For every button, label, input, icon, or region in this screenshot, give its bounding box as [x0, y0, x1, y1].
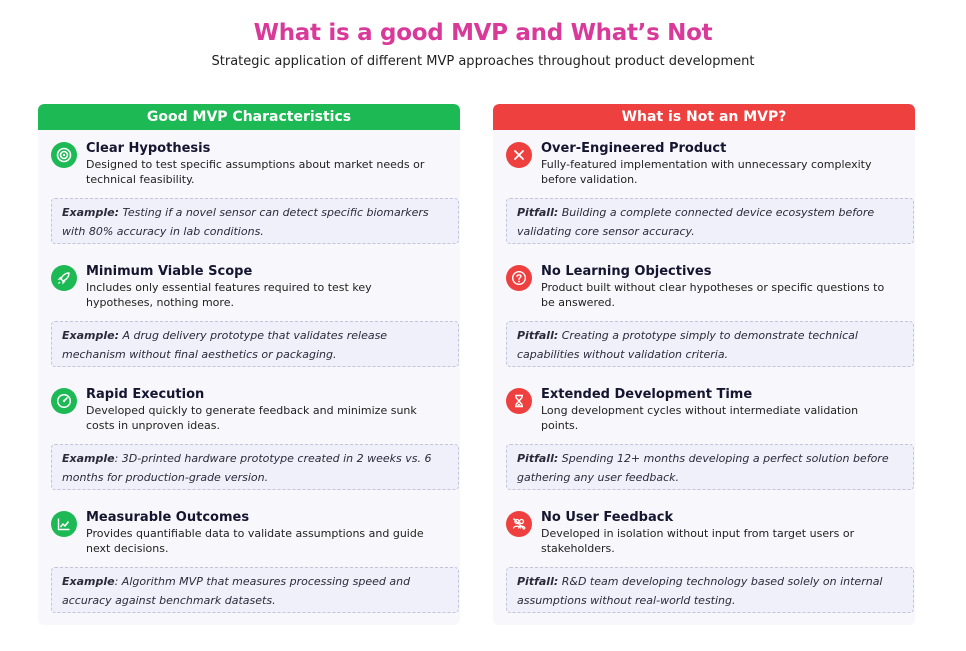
example-text: : Algorithm MVP that measures processing… — [62, 575, 411, 607]
item-description: Long development cycles without intermed… — [541, 404, 859, 432]
question-icon — [506, 265, 532, 291]
pitfall-label: Pitfall: — [517, 575, 559, 588]
example-text: : 3D-printed hardware prototype created … — [62, 452, 432, 484]
item-description: Fully-featured implementation with unnec… — [541, 158, 872, 186]
example-text: A drug delivery prototype that validates… — [62, 329, 388, 361]
item-title: Clear Hypothesis — [86, 141, 211, 156]
pitfall-box: Pitfall: R&D team developing technology … — [506, 567, 914, 613]
no-users-icon — [506, 511, 532, 537]
page-title: What is a good MVP and What’s Not — [253, 20, 713, 46]
bad-item-over-engineered: Over-Engineered Product Fully-featured i… — [493, 140, 915, 260]
pitfall-label: Pitfall: — [517, 206, 559, 219]
pitfall-box: Pitfall: Spending 12+ months developing … — [506, 444, 914, 490]
example-label: Example: — [62, 329, 119, 342]
pitfall-text: R&D team developing technology based sol… — [517, 575, 883, 607]
pitfall-label: Pitfall: — [517, 329, 559, 342]
example-box: Example: A drug delivery prototype that … — [51, 321, 459, 367]
pitfall-box: Pitfall: Creating a prototype simply to … — [506, 321, 914, 367]
good-mvp-header: Good MVP Characteristics — [38, 104, 460, 130]
good-mvp-panel: Good MVP Characteristics Clear Hypothesi… — [38, 104, 460, 625]
example-label: Example: — [62, 206, 119, 219]
example-box: Example: 3D-printed hardware prototype c… — [51, 444, 459, 490]
x-icon — [506, 142, 532, 168]
item-description: Designed to test specific assumptions ab… — [86, 158, 425, 186]
item-title: Rapid Execution — [86, 387, 205, 402]
item-title: Measurable Outcomes — [86, 510, 250, 525]
example-label: Example — [62, 452, 115, 465]
item-description: Developed in isolation without input fro… — [541, 527, 855, 555]
bad-item-no-learning-objectives: No Learning Objectives Product built wit… — [493, 263, 915, 383]
item-title: Extended Development Time — [541, 387, 753, 402]
item-title: No User Feedback — [541, 510, 674, 525]
speedometer-icon — [51, 388, 77, 414]
not-mvp-panel: What is Not an MVP? Over-Engineered Prod… — [493, 104, 915, 625]
item-description: Product built without clear hypotheses o… — [541, 281, 885, 309]
bad-item-no-user-feedback: No User Feedback Developed in isolation … — [493, 509, 915, 625]
chart-icon — [51, 511, 77, 537]
item-title: Minimum Viable Scope — [86, 264, 253, 279]
pitfall-box: Pitfall: Building a complete connected d… — [506, 198, 914, 244]
rocket-icon — [51, 265, 77, 291]
page-subtitle: Strategic application of different MVP a… — [211, 54, 755, 69]
example-box: Example: Testing if a novel sensor can d… — [51, 198, 459, 244]
good-item-minimum-viable-scope: Minimum Viable Scope Includes only essen… — [38, 263, 460, 383]
target-icon — [51, 142, 77, 168]
item-title: No Learning Objectives — [541, 264, 712, 279]
item-title: Over-Engineered Product — [541, 141, 727, 156]
example-box: Example: Algorithm MVP that measures pro… — [51, 567, 459, 613]
example-text: Testing if a novel sensor can detect spe… — [62, 206, 429, 238]
pitfall-text: Spending 12+ months developing a perfect… — [517, 452, 889, 484]
example-label: Example — [62, 575, 115, 588]
pitfall-text: Building a complete connected device eco… — [517, 206, 875, 238]
item-description: Includes only essential features require… — [86, 281, 372, 309]
bad-item-extended-development: Extended Development Time Long developme… — [493, 386, 915, 506]
pitfall-label: Pitfall: — [517, 452, 559, 465]
item-description: Developed quickly to generate feedback a… — [86, 404, 417, 432]
not-mvp-header: What is Not an MVP? — [493, 104, 915, 130]
good-item-rapid-execution: Rapid Execution Developed quickly to gen… — [38, 386, 460, 506]
good-item-measurable-outcomes: Measurable Outcomes Provides quantifiabl… — [38, 509, 460, 625]
pitfall-text: Creating a prototype simply to demonstra… — [517, 329, 858, 361]
item-description: Provides quantifiable data to validate a… — [86, 527, 424, 555]
hourglass-icon — [506, 388, 532, 414]
good-item-clear-hypothesis: Clear Hypothesis Designed to test specif… — [38, 140, 460, 260]
